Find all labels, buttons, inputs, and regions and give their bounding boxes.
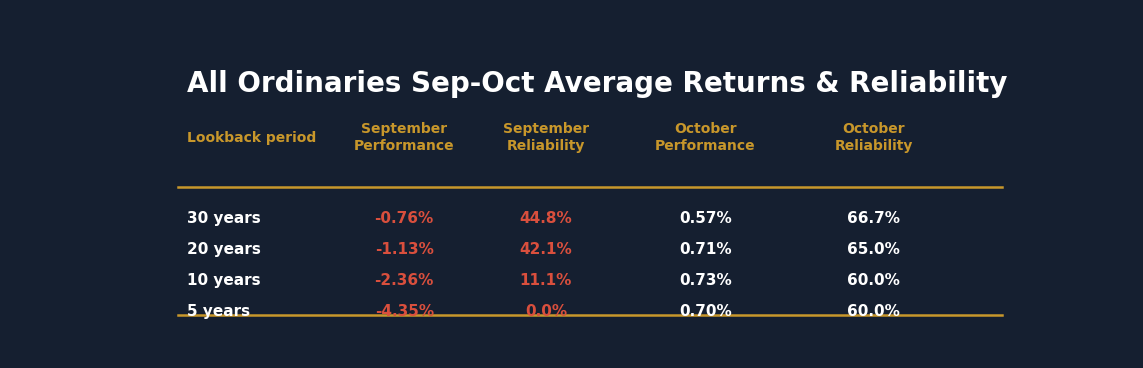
Text: September
Performance: September Performance (354, 122, 455, 153)
Text: -2.36%: -2.36% (375, 273, 434, 288)
Text: 30 years: 30 years (187, 211, 261, 226)
Text: -0.76%: -0.76% (375, 211, 434, 226)
Text: 5 years: 5 years (187, 304, 250, 319)
Text: October
Reliability: October Reliability (834, 122, 913, 153)
Text: 20 years: 20 years (187, 242, 261, 257)
Text: -4.35%: -4.35% (375, 304, 433, 319)
Text: September
Reliability: September Reliability (503, 122, 589, 153)
Text: 0.73%: 0.73% (679, 273, 732, 288)
Text: 66.7%: 66.7% (847, 211, 901, 226)
Text: 65.0%: 65.0% (847, 242, 901, 257)
Text: 11.1%: 11.1% (520, 273, 573, 288)
Text: 60.0%: 60.0% (847, 273, 901, 288)
Text: October
Performance: October Performance (655, 122, 756, 153)
Text: All Ordinaries Sep-Oct Average Returns & Reliability: All Ordinaries Sep-Oct Average Returns &… (187, 70, 1008, 98)
Text: 42.1%: 42.1% (520, 242, 573, 257)
Text: 0.71%: 0.71% (679, 242, 732, 257)
Text: 0.70%: 0.70% (679, 304, 732, 319)
Text: 10 years: 10 years (187, 273, 261, 288)
Text: 60.0%: 60.0% (847, 304, 901, 319)
Text: Lookback period: Lookback period (187, 131, 317, 145)
Text: 44.8%: 44.8% (520, 211, 573, 226)
Text: 0.0%: 0.0% (525, 304, 567, 319)
Text: 0.57%: 0.57% (679, 211, 732, 226)
Text: -1.13%: -1.13% (375, 242, 433, 257)
